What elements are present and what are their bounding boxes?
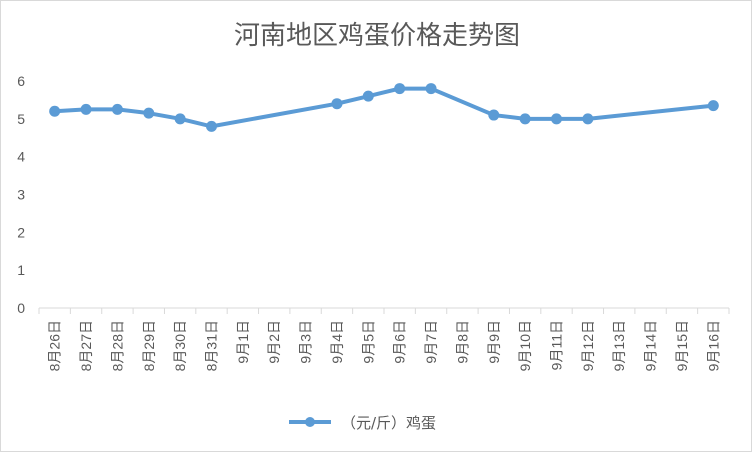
y-tick-label: 6	[17, 73, 25, 89]
y-tick-label: 0	[17, 300, 25, 316]
data-point	[362, 90, 374, 102]
x-tick-label: 9月4日	[329, 320, 345, 364]
x-tick-label: 9月5日	[360, 320, 376, 364]
x-tick-label: 8月26日	[47, 320, 63, 371]
x-tick-label: 8月28日	[109, 320, 125, 371]
y-tick-label: 2	[17, 224, 25, 240]
legend-label: （元/斤）鸡蛋	[341, 414, 436, 432]
x-tick-label: 9月9日	[486, 320, 502, 364]
x-tick-label: 9月12日	[580, 320, 596, 371]
legend-marker	[305, 417, 315, 427]
data-point	[174, 113, 186, 125]
x-axis-ticks: 8月26日 8月27日 8月28日 8月29日 8月30日 8月31日 9月1日 9月2日 9月…	[47, 320, 722, 371]
data-point	[425, 83, 437, 95]
x-tick-label: 9月8日	[454, 320, 470, 364]
x-tick-label: 8月27日	[78, 320, 94, 371]
x-tick-label: 9月14日	[643, 320, 659, 371]
data-point	[707, 100, 719, 112]
x-tick-label: 9月15日	[674, 320, 690, 371]
x-tick-label: 9月2日	[266, 320, 282, 364]
series-line	[52, 86, 716, 129]
x-tick-label: 9月6日	[392, 320, 408, 364]
data-point	[206, 120, 217, 132]
data-point	[143, 107, 155, 119]
x-tick-label: 9月10日	[517, 320, 533, 371]
y-tick-label: 5	[17, 111, 25, 127]
data-point	[582, 113, 594, 125]
x-tick-label: 9月1日	[235, 320, 251, 364]
y-tick-label: 3	[17, 187, 25, 203]
data-point	[331, 98, 343, 110]
data-point	[519, 113, 531, 125]
data-point	[111, 103, 123, 115]
data-point	[80, 103, 92, 115]
data-point	[551, 113, 562, 125]
x-tick-label: 9月11日	[549, 320, 565, 370]
chart-title: 河南地区鸡蛋价格走势图	[234, 21, 520, 51]
legend: （元/斤）鸡蛋	[289, 414, 436, 432]
data-point	[49, 105, 61, 117]
x-tick-label: 9月13日	[611, 320, 627, 371]
x-tick-label: 8月30日	[172, 320, 188, 371]
y-axis-ticks: 0 1 2 3 4 5 6	[17, 73, 25, 316]
x-tick-label: 9月7日	[423, 320, 439, 364]
x-tick-label: 9月3日	[298, 320, 314, 364]
y-tick-label: 4	[17, 149, 25, 165]
y-tick-label: 1	[17, 262, 25, 278]
chart-axes	[38, 307, 730, 314]
series-group	[49, 83, 719, 132]
x-tick-label: 9月16日	[705, 320, 721, 371]
data-point	[394, 83, 406, 95]
data-point	[488, 109, 500, 121]
x-tick-label: 8月29日	[141, 320, 157, 371]
x-tick-label: 8月31日	[204, 320, 220, 371]
